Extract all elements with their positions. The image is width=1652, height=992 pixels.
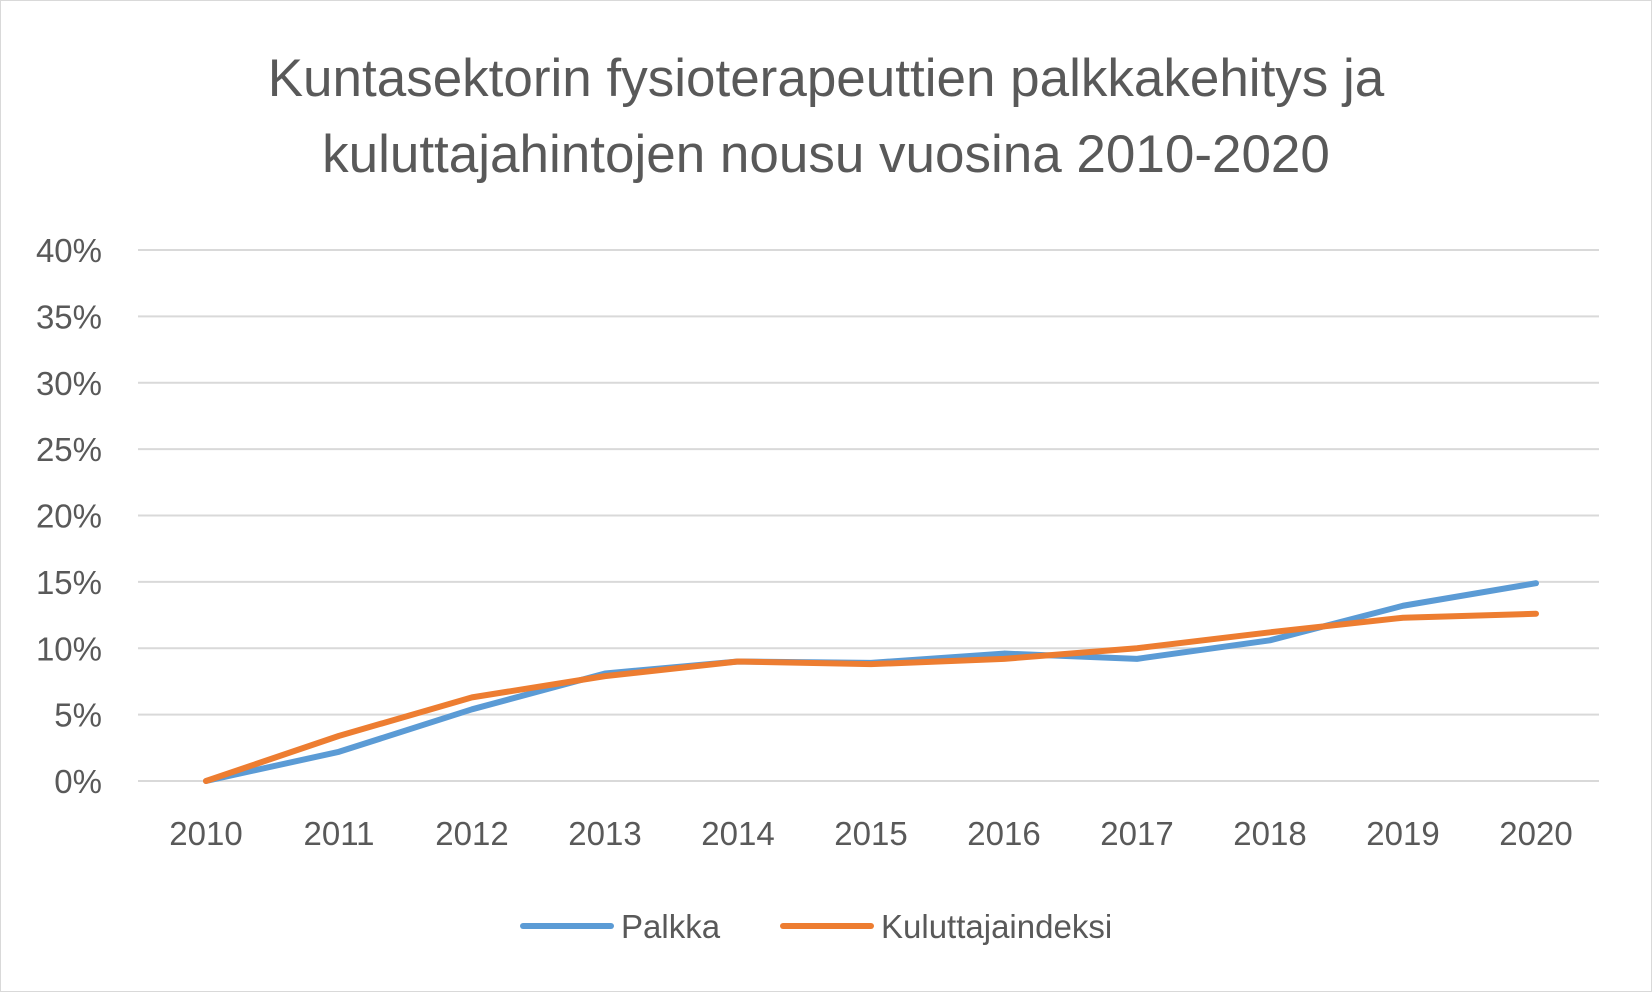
series-line-kuluttajaindeksi bbox=[203, 610, 1539, 784]
x-tick-label: 2010 bbox=[169, 815, 242, 852]
y-tick-label: 40% bbox=[36, 232, 102, 269]
y-tick-label: 15% bbox=[36, 564, 102, 601]
y-tick-label: 35% bbox=[36, 298, 102, 335]
x-tick-label: 2014 bbox=[701, 815, 774, 852]
y-tick-label: 25% bbox=[36, 431, 102, 468]
chart-title-line-1: Kuntasektorin fysioterapeuttien palkkake… bbox=[267, 49, 1385, 108]
chart-title: Kuntasektorin fysioterapeuttien palkkake… bbox=[1, 41, 1651, 193]
x-tick-label: 2016 bbox=[967, 815, 1040, 852]
legend-label-kuluttajaindeksi: Kuluttajaindeksi bbox=[881, 908, 1112, 945]
y-tick-label: 0% bbox=[54, 763, 102, 800]
y-tick-label: 20% bbox=[36, 498, 102, 535]
x-tick-label: 2020 bbox=[1499, 815, 1572, 852]
x-tick-label: 2018 bbox=[1233, 815, 1306, 852]
y-tick-label: 10% bbox=[36, 630, 102, 667]
x-tick-label: 2013 bbox=[568, 815, 641, 852]
x-tick-label: 2011 bbox=[304, 815, 375, 852]
x-tick-label: 2017 bbox=[1100, 815, 1173, 852]
y-tick-label: 5% bbox=[54, 697, 102, 734]
chart-title-line-2: kuluttajahintojen nousu vuosina 2010-202… bbox=[322, 125, 1330, 184]
x-tick-label: 2019 bbox=[1366, 815, 1439, 852]
x-tick-label: 2012 bbox=[435, 815, 508, 852]
legend-label-palkka: Palkka bbox=[621, 908, 721, 945]
y-tick-label: 30% bbox=[36, 365, 102, 402]
x-tick-label: 2015 bbox=[834, 815, 907, 852]
series-line-palkka bbox=[203, 580, 1539, 784]
